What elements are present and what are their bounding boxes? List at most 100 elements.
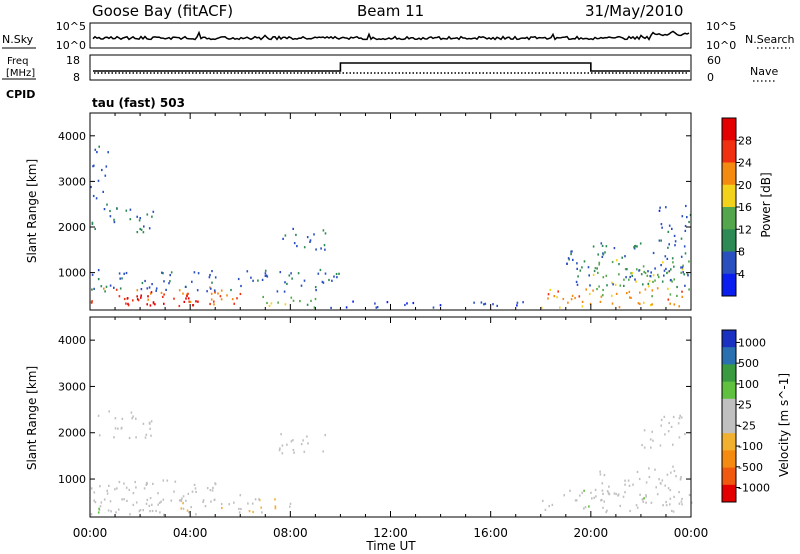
heatmap-cell (315, 289, 317, 292)
heatmap-cell (645, 501, 647, 504)
heatmap-cell (161, 271, 163, 274)
heatmap-cell (91, 300, 93, 303)
heatmap-cell (645, 481, 648, 484)
heatmap-cell (123, 297, 126, 301)
heatmap-cell (605, 511, 607, 514)
heatmap-cell (650, 304, 652, 307)
heatmap-cell (680, 271, 682, 274)
heatmap-cell (116, 207, 118, 210)
heatmap-cell (150, 434, 152, 437)
heatmap-cell (211, 270, 213, 273)
heatmap-cell (303, 279, 306, 282)
heatmap-cell (625, 276, 627, 279)
heatmap-cell (250, 276, 252, 279)
heatmap-cell (309, 239, 312, 242)
heatmap-cell (303, 246, 306, 249)
heatmap-cell (678, 491, 680, 494)
heatmap-cell (99, 505, 102, 508)
heatmap-cell (293, 451, 295, 454)
heatmap-cell (602, 506, 604, 509)
heatmap-cell (121, 417, 124, 420)
heatmap-cell (630, 272, 632, 275)
heatmap-cell (667, 287, 669, 290)
heatmap-cell (132, 415, 134, 418)
heatmap-cell (91, 288, 93, 291)
heatmap-cell (123, 272, 125, 275)
heatmap-cell (681, 266, 684, 269)
heatmap-cell (606, 490, 609, 493)
heatmap-cell (336, 276, 338, 279)
heatmap-cell (135, 501, 138, 504)
x-axis-label: Time UT (365, 539, 416, 553)
heatmap-cell (119, 287, 122, 290)
heatmap-cell (643, 301, 645, 304)
heatmap-cell (221, 506, 223, 510)
heatmap-cell (144, 436, 147, 439)
heatmap-cell (188, 300, 190, 303)
cpid-text: tau (fast) 503 (92, 96, 185, 110)
heatmap-cell (293, 242, 296, 245)
heatmap-cell (277, 301, 279, 304)
heatmap-cell (567, 301, 569, 304)
heatmap-cell (686, 216, 688, 219)
heatmap-cell (127, 304, 130, 307)
heatmap-cell (652, 251, 655, 255)
heatmap-cell (571, 250, 573, 253)
heatmap-cell (240, 507, 242, 511)
heatmap-cell (209, 302, 211, 306)
heatmap-cell (634, 244, 637, 248)
colorbar-tick-label: 12 (738, 223, 752, 236)
heatmap-cell (648, 475, 651, 479)
colorbar-tick-label: -100 (738, 440, 763, 453)
heatmap-cell (602, 492, 604, 495)
heatmap-cell (206, 290, 208, 293)
heatmap-cell (306, 435, 308, 438)
heatmap-cell (169, 274, 171, 277)
heatmap-cell (239, 494, 242, 497)
heatmap-cell (611, 281, 613, 284)
heatmap-cell (154, 303, 156, 306)
heatmap-cell (660, 424, 662, 427)
heatmap-cell (187, 492, 190, 495)
heatmap-cell (599, 473, 602, 476)
heatmap-cell (611, 302, 614, 305)
heatmap-cell (568, 258, 570, 261)
heatmap-cell (412, 301, 415, 305)
colorbar-segment (722, 450, 736, 469)
velocity-colorbar-label: Velocity [m s^-1] (777, 373, 791, 477)
heatmap-cell (145, 502, 148, 505)
heatmap-cell (557, 290, 559, 293)
heatmap-cell (135, 436, 137, 439)
heatmap-cell (313, 233, 315, 236)
heatmap-cell (290, 440, 293, 443)
heatmap-cell (516, 301, 519, 304)
heatmap-cell (617, 493, 620, 496)
heatmap-cell (128, 436, 131, 440)
heatmap-cell (646, 274, 649, 277)
heatmap-cell (268, 304, 271, 308)
heatmap-cell (178, 289, 181, 292)
heatmap-cell (602, 276, 605, 279)
heatmap-cell (473, 301, 475, 304)
heatmap-cell (606, 509, 608, 512)
heatmap-cell (660, 239, 662, 242)
heatmap-cell (667, 246, 669, 249)
heatmap-cell (117, 427, 119, 430)
heatmap-cell (681, 497, 683, 500)
heatmap-cell (158, 501, 161, 504)
velocity-colorbar: 1000 500 100 25 -25 -100 -500 -1000 (721, 329, 770, 503)
heatmap-cell (681, 268, 684, 271)
heatmap-cell (146, 498, 149, 501)
heatmap-cell (107, 151, 109, 154)
heatmap-cell (636, 268, 638, 271)
heatmap-cell (667, 298, 670, 301)
heatmap-cell (315, 248, 317, 251)
heatmap-cell (191, 280, 193, 283)
y-tick-label: 2000 (58, 427, 86, 440)
heatmap-cell (252, 279, 254, 282)
heatmap-cell (152, 210, 155, 213)
heatmap-cell (302, 439, 304, 442)
heatmap-cell (258, 498, 260, 501)
power-y-axis-label: Slant Range [km] (25, 159, 39, 263)
heatmap-cell (143, 225, 145, 228)
